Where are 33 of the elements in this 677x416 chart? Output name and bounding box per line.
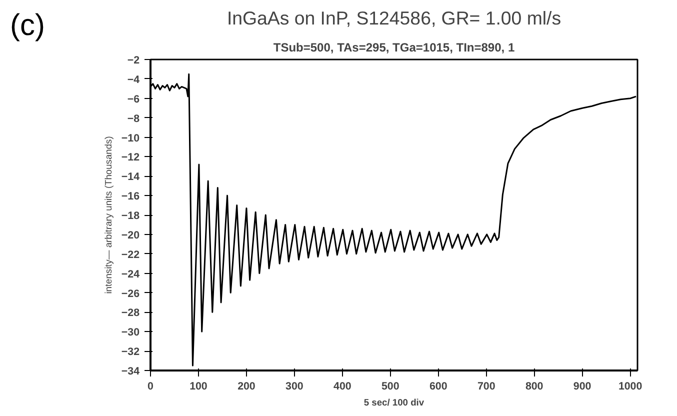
y-tick-label: −10	[121, 132, 140, 144]
x-tick-label: 700	[477, 380, 496, 392]
x-tick-label: 900	[573, 380, 592, 392]
x-tick-label: 800	[525, 380, 544, 392]
chart-subtitle: TSub=500, TAs=295, TGa=1015, TIn=890, 1	[273, 40, 515, 54]
y-tick-label: −2	[127, 54, 140, 66]
y-tick-label: −30	[121, 326, 140, 339]
y-tick-label: −12	[121, 152, 140, 164]
x-tick-label: 600	[429, 380, 448, 392]
x-tick-label: 0	[148, 380, 154, 392]
x-tick-label: 200	[238, 380, 256, 392]
y-tick-label: −16	[121, 190, 140, 203]
y-tick-label: −6	[127, 93, 140, 106]
y-tick-label: −14	[121, 171, 140, 184]
y-axis-title: intensity— arbitrary units (Thousands)	[103, 136, 114, 294]
y-tick-label: −24	[121, 268, 140, 280]
x-tick-label: 300	[286, 380, 304, 392]
y-tick-label: −28	[121, 307, 140, 320]
y-tick-label: −26	[121, 288, 140, 300]
y-tick-label: −4	[127, 74, 140, 86]
y-tick-label: −32	[121, 346, 140, 358]
x-tick-label: 500	[382, 380, 400, 392]
x-tick-label: 1000	[618, 380, 642, 392]
y-tick-label: −34	[121, 366, 140, 378]
y-tick-label: −20	[121, 229, 140, 242]
y-tick-label: −18	[121, 210, 140, 222]
x-axis-title: 5 sec/ 100 div	[364, 398, 425, 408]
text: (c)	[10, 8, 45, 44]
y-tick-label: −8	[127, 112, 140, 125]
y-tick-label: −22	[121, 248, 140, 261]
x-tick-label: 100	[190, 380, 208, 392]
x-tick-label: 400	[334, 380, 352, 392]
chart-title: InGaAs on InP, S124586, GR= 1.00 ml/s	[226, 8, 562, 28]
